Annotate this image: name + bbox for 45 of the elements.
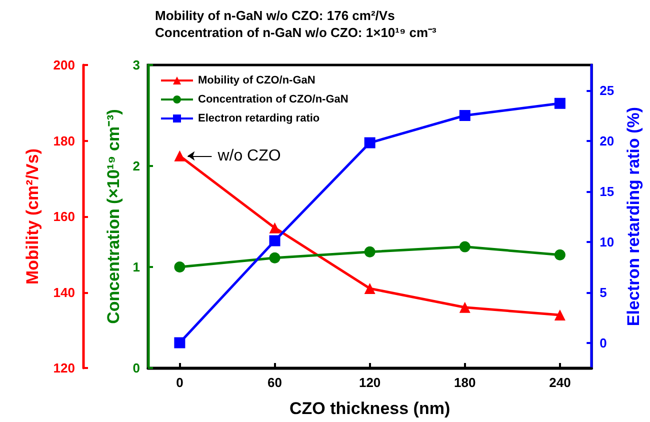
x-axis-title: CZO thickness (nm): [290, 399, 450, 418]
y2-tick-label: 2: [132, 158, 140, 174]
x-tick-label: 120: [358, 375, 381, 390]
point: [174, 262, 186, 272]
y3-tick-label: 10: [600, 234, 614, 250]
point: [364, 282, 376, 294]
y3-tick-label: 0: [600, 335, 607, 350]
legend-label: Mobility of CZO/n-GaN: [198, 74, 316, 86]
y2-tick-label: 3: [132, 58, 140, 72]
y2-tick-label: 0: [132, 360, 140, 376]
y3-tick-label: 5: [600, 284, 607, 300]
point: [554, 309, 566, 320]
y3-tick-label: 15: [600, 184, 614, 199]
y-tick-label: 180: [53, 133, 75, 148]
y-tick-label: 200: [53, 58, 75, 72]
point: [554, 98, 566, 109]
x-tick-label: 240: [549, 375, 571, 390]
x-tick-label: 180: [454, 375, 476, 390]
y3-tick-label: 20: [600, 133, 614, 148]
y-tick-label: 160: [53, 209, 75, 224]
x-tick-label: 0: [176, 375, 184, 390]
chart-title: Mobility of n-GaN w/o CZO: 176 cm²/Vs: [155, 8, 395, 23]
y-tick-label: 140: [53, 284, 75, 300]
legend-label: Electron retarding ratio: [198, 112, 320, 124]
point: [364, 246, 376, 258]
x-tick-label: 60: [268, 375, 282, 390]
point: [459, 302, 470, 313]
y2-tick-label: 1: [132, 260, 140, 274]
legend-label: Concentration of CZO/n-GaN: [198, 94, 348, 106]
y2-axis-title: Concentration (×10¹⁹ cm⁻³): [104, 109, 123, 324]
chart-subtitle: Concentration of n-GaN w/o CZO: 1×10¹⁹ cm⁻³: [155, 25, 438, 40]
point: [364, 137, 376, 148]
point: [554, 249, 566, 260]
y3-axis-title: Electron retarding ratio (%): [624, 106, 643, 326]
annotation: w/o CZO: [216, 147, 281, 164]
y-axis-title: Mobility (cm²/Vs): [23, 148, 42, 285]
point: [174, 150, 186, 162]
point: [269, 252, 280, 264]
y-tick-label: 120: [53, 360, 75, 376]
point: [459, 241, 470, 252]
y3-tick-label: 25: [600, 82, 614, 98]
point: [174, 337, 186, 348]
point: [459, 110, 470, 121]
point: [269, 235, 280, 246]
point: [269, 222, 280, 234]
